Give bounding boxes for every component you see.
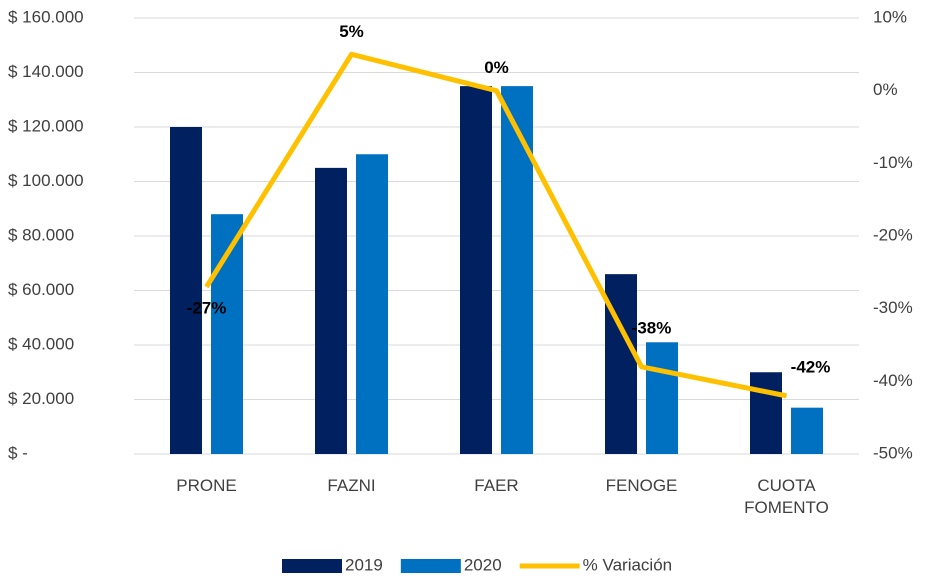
bar — [315, 167, 347, 454]
data-label: -38% — [632, 318, 672, 337]
y-tick-label: $ 160.000 — [8, 7, 84, 26]
bar — [170, 127, 202, 454]
x-tick-label: FAER — [474, 476, 519, 495]
line-series — [204, 51, 787, 399]
y2-tick-label: -30% — [873, 298, 913, 317]
y2-tick-label: -50% — [873, 443, 913, 462]
y2-tick-label: -10% — [873, 153, 913, 172]
data-label: 5% — [339, 22, 364, 41]
y-tick-label: $ 120.000 — [8, 116, 84, 135]
y-tick-label: $ 140.000 — [8, 62, 84, 81]
y2-tick-label: 0% — [873, 80, 898, 99]
x-tick-label: CUOTA FOMENTO — [744, 476, 829, 517]
legend-label: 2019 — [345, 555, 383, 574]
x-tick-label: FENOGE — [605, 476, 678, 495]
bar — [501, 86, 533, 454]
y-tick-label: $ - — [8, 443, 28, 462]
y2-tick-label: -40% — [873, 371, 913, 390]
bar — [750, 372, 782, 454]
y2-tick-label: 10% — [873, 7, 907, 26]
y-tick-label: $ 20.000 — [8, 389, 74, 408]
y-tick-label: $ 60.000 — [8, 280, 74, 299]
data-label: -42% — [791, 357, 831, 376]
x-tick-label: PRONE — [176, 476, 237, 495]
y2-tick-label: -20% — [873, 225, 913, 244]
y-tick-label: $ 80.000 — [8, 225, 74, 244]
y-tick-label: $ 40.000 — [8, 334, 74, 353]
bar — [460, 86, 492, 454]
bar — [356, 154, 388, 454]
y-tick-label: $ 100.000 — [8, 171, 84, 190]
data-label: -27% — [187, 298, 227, 317]
bar — [791, 407, 823, 454]
legend-label: % Variación — [583, 555, 672, 574]
x-tick-label: FAZNI — [327, 476, 376, 495]
data-label: 0% — [484, 58, 509, 77]
bar — [646, 342, 678, 454]
legend-swatch — [400, 559, 461, 573]
legend-swatch — [282, 559, 342, 573]
legend-label: 2020 — [464, 555, 502, 574]
